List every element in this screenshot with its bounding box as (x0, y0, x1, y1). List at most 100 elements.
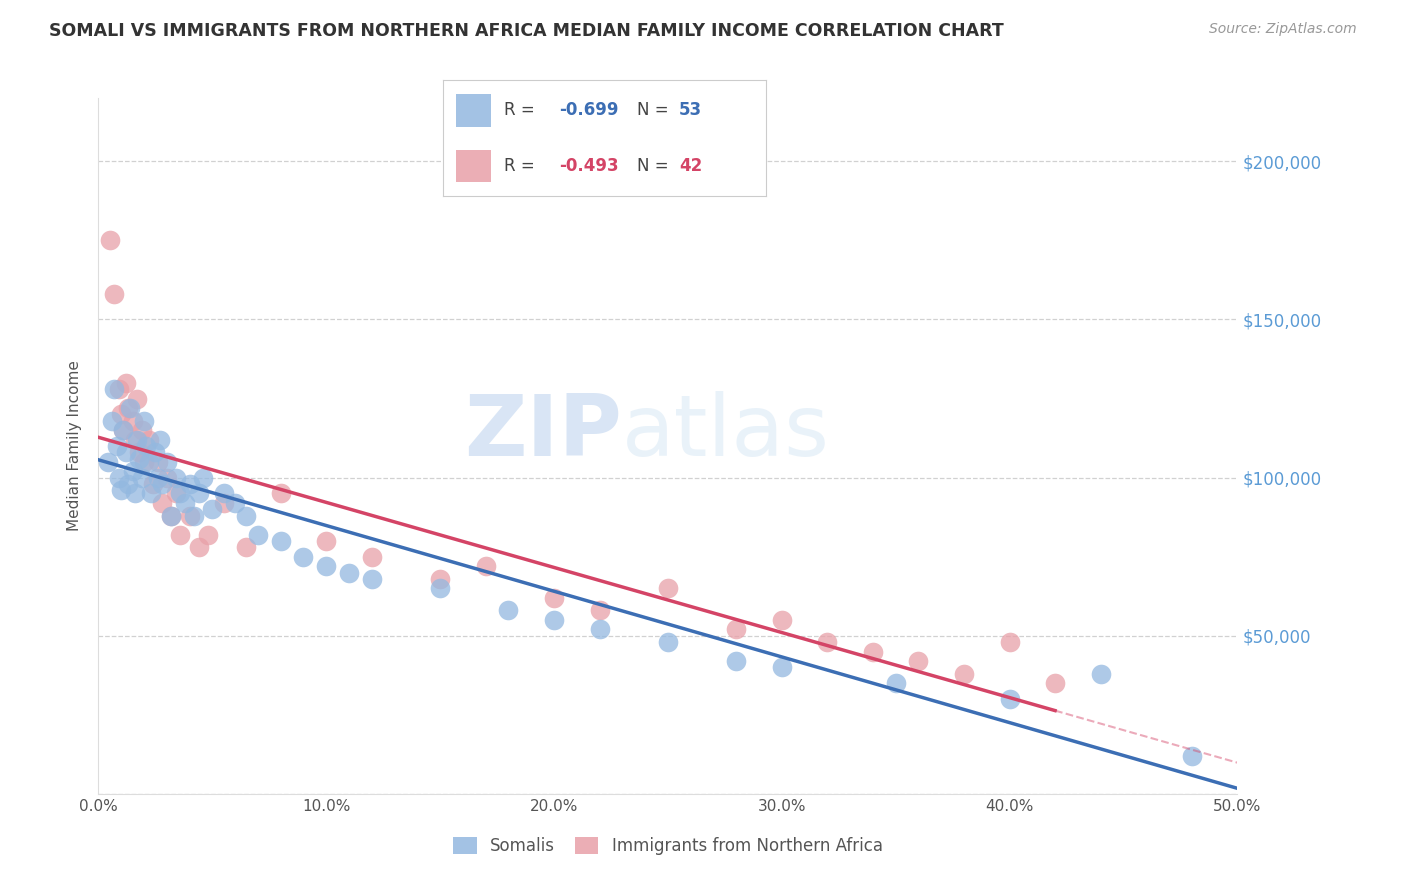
Point (124, 486, 146, 500)
Point (543, 591, 565, 605)
Point (150, 496, 173, 510)
Text: N =: N = (637, 156, 673, 175)
Point (169, 527, 191, 541)
Point (725, 623, 748, 637)
Text: -0.493: -0.493 (560, 156, 619, 175)
Point (953, 666, 976, 681)
Point (1043, 676, 1066, 690)
Point (292, 549, 315, 564)
Point (121, 464, 143, 478)
Point (124, 433, 146, 447)
Point (149, 433, 172, 447)
Point (138, 455, 160, 469)
Point (165, 486, 187, 500)
Point (131, 470, 153, 484)
Point (108, 382, 131, 396)
Point (132, 455, 155, 469)
Point (160, 508, 183, 523)
Point (131, 423, 153, 437)
Point (193, 470, 215, 484)
Point (270, 533, 292, 548)
Point (179, 508, 201, 523)
Point (657, 635, 679, 649)
Point (1181, 748, 1204, 763)
Point (96, 455, 118, 469)
Point (429, 572, 451, 586)
Text: atlas: atlas (623, 391, 831, 474)
Point (187, 540, 209, 554)
Point (884, 676, 907, 690)
Point (187, 486, 209, 500)
Text: N =: N = (637, 101, 673, 119)
Point (128, 445, 150, 459)
Point (315, 533, 337, 548)
Point (1090, 666, 1112, 681)
Text: R =: R = (505, 156, 540, 175)
Point (315, 559, 337, 574)
Y-axis label: Median Family Income: Median Family Income (67, 360, 83, 532)
Point (156, 455, 179, 469)
Point (132, 414, 155, 428)
Point (998, 692, 1021, 706)
Point (588, 623, 610, 637)
Point (212, 486, 235, 500)
Point (815, 635, 838, 649)
Point (142, 477, 165, 491)
Point (120, 401, 142, 415)
Point (110, 483, 132, 498)
Point (98, 234, 121, 248)
Point (246, 527, 269, 541)
Bar (456, 150, 492, 182)
Point (429, 582, 451, 596)
Point (907, 654, 929, 668)
Point (138, 433, 160, 447)
Point (498, 603, 520, 617)
Point (150, 477, 173, 491)
Point (174, 496, 197, 510)
Point (117, 401, 139, 415)
Point (112, 423, 135, 437)
Point (224, 496, 246, 510)
Text: Source: ZipAtlas.com: Source: ZipAtlas.com (1209, 22, 1357, 37)
Point (145, 445, 167, 459)
Point (127, 433, 149, 447)
Point (770, 613, 793, 627)
Point (160, 508, 183, 523)
Point (110, 408, 132, 422)
Point (114, 376, 136, 390)
Point (112, 423, 135, 437)
Point (360, 549, 382, 564)
Point (165, 470, 187, 484)
Point (127, 392, 149, 406)
Point (543, 613, 565, 627)
Point (197, 527, 219, 541)
Point (725, 654, 748, 668)
Point (169, 486, 191, 500)
Point (103, 287, 125, 301)
Point (139, 486, 162, 500)
Point (862, 644, 884, 658)
Point (103, 382, 125, 396)
Point (235, 508, 257, 523)
Point (121, 414, 143, 428)
Point (474, 559, 496, 574)
Point (101, 414, 124, 428)
Bar (456, 95, 492, 127)
Point (770, 660, 793, 674)
Point (135, 439, 157, 453)
Point (146, 455, 169, 469)
Point (588, 603, 610, 617)
Text: 53: 53 (679, 101, 702, 119)
Point (183, 508, 205, 523)
Point (998, 635, 1021, 649)
Point (128, 451, 150, 466)
Point (108, 470, 131, 484)
Text: 42: 42 (679, 156, 702, 175)
Point (105, 439, 128, 453)
Text: SOMALI VS IMMIGRANTS FROM NORTHERN AFRICA MEDIAN FAMILY INCOME CORRELATION CHART: SOMALI VS IMMIGRANTS FROM NORTHERN AFRIC… (49, 22, 1004, 40)
Point (212, 496, 235, 510)
Point (270, 486, 292, 500)
Point (235, 540, 257, 554)
Text: R =: R = (505, 101, 540, 119)
Point (179, 477, 201, 491)
